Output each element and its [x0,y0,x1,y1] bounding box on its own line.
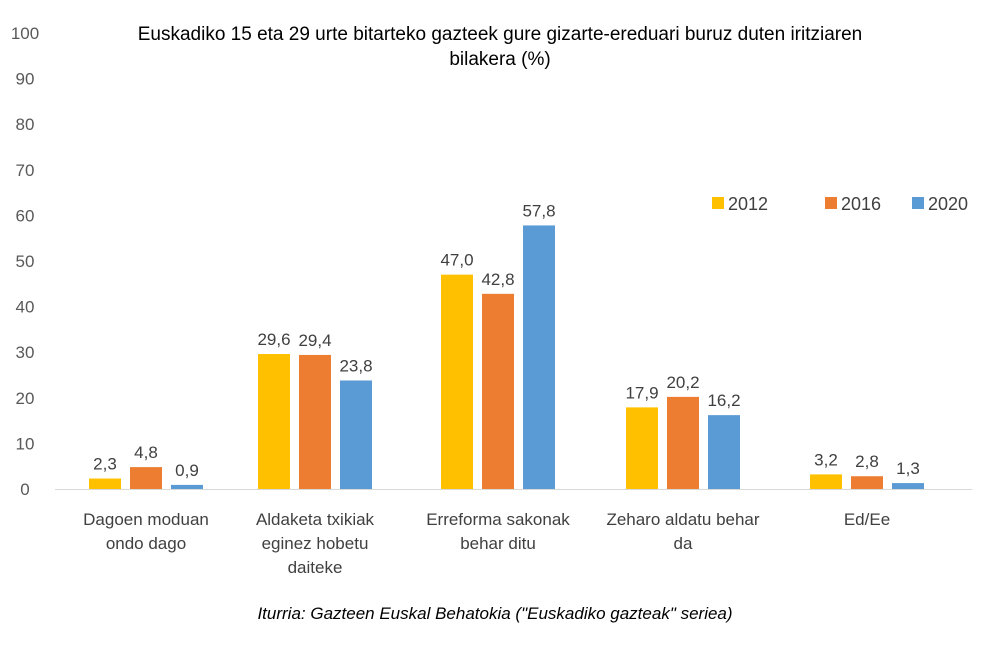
y-tick-label: 20 [16,389,35,408]
chart-source: Iturria: Gazteen Euskal Behatokia ("Eusk… [257,604,733,623]
x-category-label: da [674,534,693,553]
bar-2016 [299,354,331,489]
y-tick-label: 80 [16,115,35,134]
x-category-label: ondo dago [106,534,186,553]
data-label: 42,8 [481,270,514,289]
data-label: 3,2 [814,450,838,469]
bar-2020 [171,484,203,489]
bar-2020 [892,483,924,489]
bar-2020 [523,225,555,489]
bar-2012 [626,407,658,489]
legend-label: 2012 [728,194,768,214]
y-tick-label: 30 [16,343,35,362]
legend-swatch-2020 [912,197,924,209]
bar-2016 [667,396,699,489]
bar-2020 [340,380,372,489]
data-label: 2,3 [93,455,117,474]
legend-swatch-2012 [712,197,724,209]
data-label: 29,6 [257,330,290,349]
data-label: 29,4 [298,331,331,350]
chart-title: Euskadiko 15 eta 29 urte bitarteko gazte… [137,24,863,70]
data-label: 57,8 [522,201,555,220]
y-tick-label: 70 [16,161,35,180]
data-label: 1,3 [896,459,920,478]
bar-2016 [130,467,162,489]
legend-swatch-2016 [825,197,837,209]
bar-2020 [708,415,740,489]
legend-label: 2020 [928,194,968,214]
y-tick-label: 90 [16,70,35,89]
x-category-label: Ed/Ee [844,510,890,529]
bar-2016 [482,293,514,489]
data-label: 17,9 [625,383,658,402]
bar-2012 [89,478,121,489]
data-label: 2,8 [855,452,879,471]
x-category-label: Dagoen moduan [83,510,209,529]
y-tick-label: 10 [16,434,35,453]
x-category-label: Zeharo aldatu behar [606,510,759,529]
x-category-label: Erreforma sakonak [426,510,570,529]
bar-2012 [258,354,290,489]
x-category-label: daiteke [288,558,343,577]
bar-2016 [851,476,883,489]
y-tick-label: 60 [16,206,35,225]
data-label: 0,9 [175,461,199,480]
x-category-label: Aldaketa txikiak [256,510,375,529]
data-label: 23,8 [339,356,372,375]
y-tick-label: 100 [11,24,39,43]
x-category-label: behar ditu [460,534,536,553]
data-label: 4,8 [134,443,158,462]
y-tick-label: 50 [16,252,35,271]
y-tick-label: 0 [20,480,29,499]
bar-2012 [810,474,842,489]
data-label: 47,0 [440,251,473,270]
x-category-label: eginez hobetu [262,534,369,553]
data-label: 16,2 [707,391,740,410]
bar-2012 [441,274,473,489]
y-tick-label: 40 [16,298,35,317]
data-label: 20,2 [666,373,699,392]
legend-label: 2016 [841,194,881,214]
